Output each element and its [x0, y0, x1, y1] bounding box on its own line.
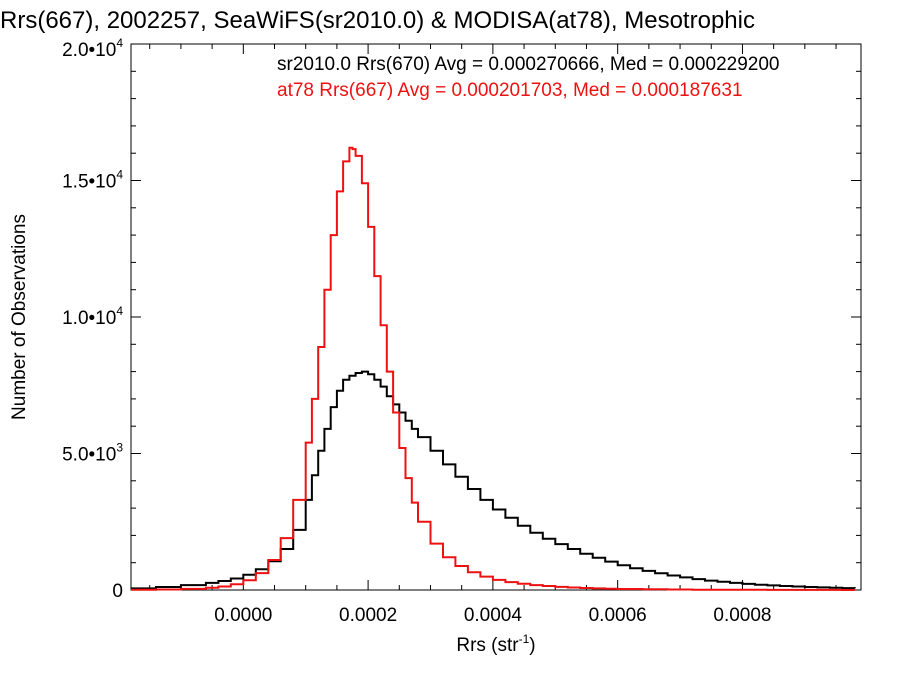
y-tick-label-exponent: 4 [116, 304, 123, 318]
series-line-red [131, 146, 855, 591]
y-tick-label-base: 2.0•10 [62, 40, 116, 61]
x-tick-label: 0.0004 [464, 605, 523, 626]
y-tick-label: 1.5•104 [62, 168, 123, 193]
x-tick-label: 0.0000 [214, 605, 272, 626]
x-axis: 0.0000 0.0002 0.0004 0.0006 0.0008 [149, 44, 837, 626]
y-tick-label: 1.0•104 [62, 304, 123, 329]
y-tick-label-base: 1.0•10 [62, 308, 116, 329]
y-axis-label: Number of Observations [9, 214, 30, 420]
y-tick-label-base: 0 [112, 581, 123, 602]
x-tick-label: 0.0002 [339, 605, 397, 626]
series-line-black [131, 370, 856, 590]
y-tick-label-base: 1.5•10 [62, 172, 116, 193]
y-tick-label: 0 [112, 581, 123, 602]
legend-entry-black: sr2010.0 Rrs(670) Avg = 0.000270666, Med… [277, 54, 779, 75]
x-axis-label-main: Rrs (str [456, 635, 519, 656]
y-tick-label-exponent: 4 [116, 36, 123, 50]
series-layer [131, 146, 856, 591]
chart-title: Rrs(667), 2002257, SeaWiFS(sr2010.0) & M… [0, 7, 755, 34]
y-tick-label-base: 5.0•10 [62, 445, 116, 466]
x-tick-label: 0.0006 [589, 605, 647, 626]
y-tick-label-exponent: 3 [116, 441, 123, 455]
plot-frame [130, 43, 862, 591]
legend-entry-red: at78 Rrs(667) Avg = 0.000201703, Med = 0… [277, 80, 743, 101]
y-tick-label: 2.0•104 [62, 36, 123, 61]
x-axis-label: Rrs (str-1) [456, 632, 535, 656]
x-axis-label-sup: -1 [519, 632, 530, 646]
y-tick-label-exponent: 4 [116, 168, 123, 182]
x-tick-label: 0.0008 [713, 605, 771, 626]
y-tick-label: 5.0•103 [62, 441, 123, 466]
x-axis-label-end: ) [529, 635, 535, 656]
